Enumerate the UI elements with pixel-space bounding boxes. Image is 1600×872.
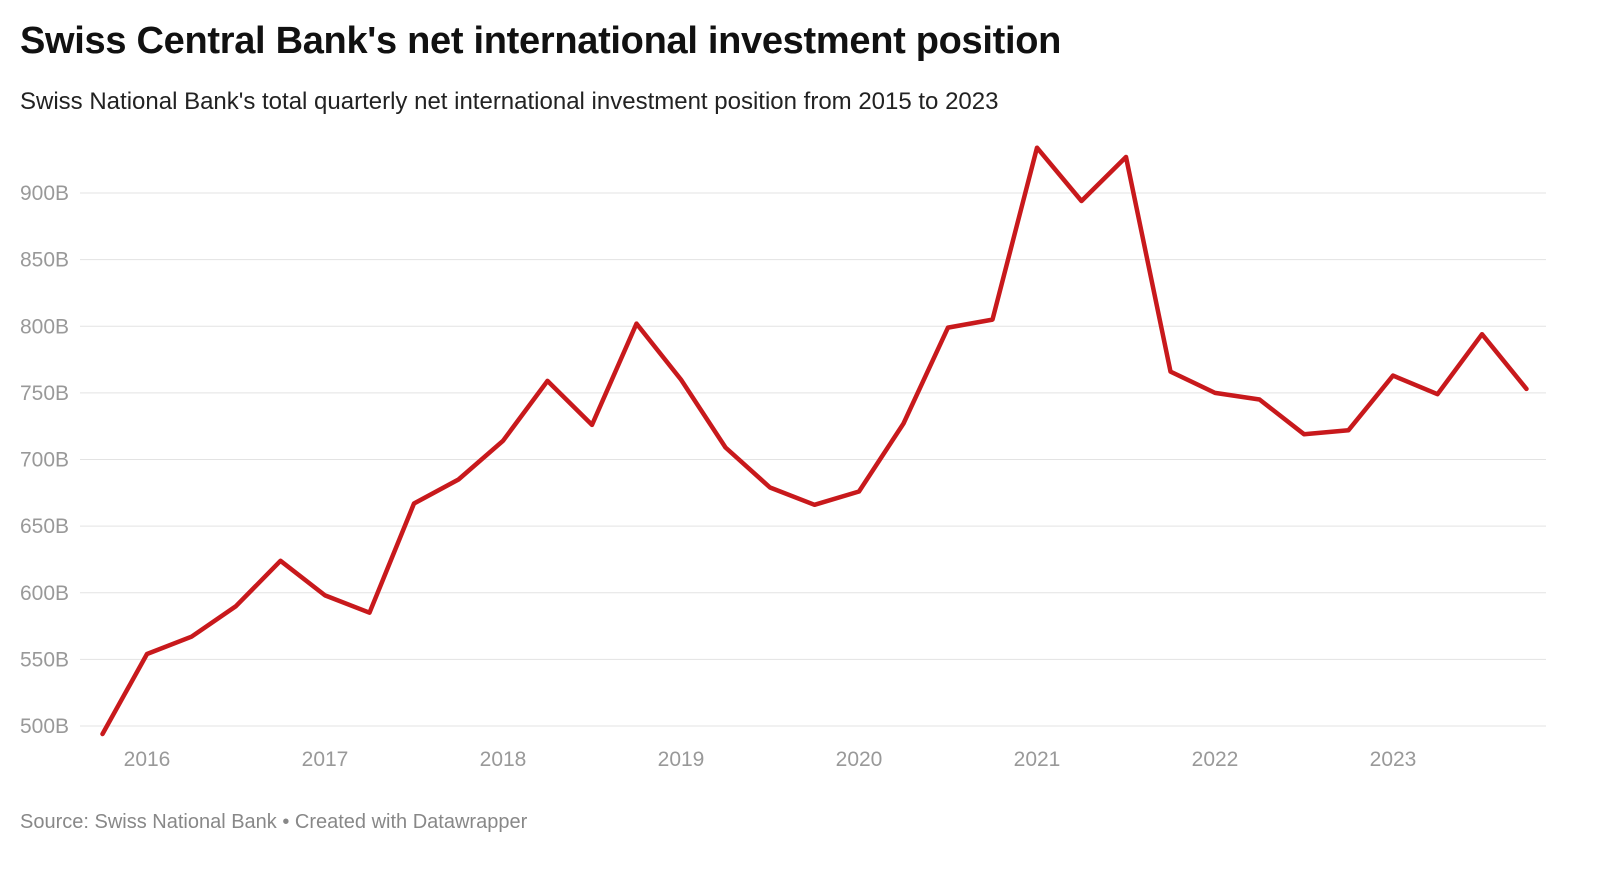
data-point: [1302, 432, 1306, 436]
data-point: [1391, 374, 1395, 378]
data-point: [190, 635, 194, 639]
data-point: [234, 604, 238, 608]
data-point: [101, 732, 105, 736]
y-tick-label: 700B: [20, 449, 69, 472]
data-point: [679, 378, 683, 382]
y-tick-label: 650B: [20, 515, 69, 538]
y-tick-label: 600B: [20, 582, 69, 605]
y-axis: 500B 550B 600B 650B 700B 750B 800B 850B 900B: [20, 182, 69, 738]
x-tick-label: 2018: [480, 748, 527, 771]
y-tick-label: 800B: [20, 315, 69, 338]
y-tick-label: 850B: [20, 249, 69, 272]
data-point: [1080, 199, 1084, 203]
gridlines: [80, 192, 1546, 727]
data-point: [635, 322, 639, 326]
data-point: [279, 559, 283, 563]
x-tick-label: 2019: [658, 748, 705, 771]
data-point: [501, 439, 505, 443]
data-point: [412, 501, 416, 505]
x-tick-label: 2023: [1370, 748, 1417, 771]
y-tick-label: 550B: [20, 648, 69, 671]
data-point: [1213, 391, 1217, 395]
data-point: [857, 489, 861, 493]
data-point: [1258, 398, 1262, 402]
data-point: [1124, 155, 1128, 159]
series-line: [100, 145, 1529, 737]
data-point: [1525, 387, 1529, 391]
data-point: [1480, 332, 1484, 336]
x-tick-label: 2017: [302, 748, 349, 771]
data-point: [1169, 370, 1173, 374]
data-point: [145, 652, 149, 656]
data-point: [590, 423, 594, 427]
data-point: [768, 485, 772, 489]
data-point: [1035, 146, 1039, 150]
data-point: [1436, 392, 1440, 396]
x-tick-label: 2021: [1014, 748, 1061, 771]
data-point: [902, 422, 906, 426]
x-tick-label: 2020: [836, 748, 883, 771]
data-point: [813, 503, 817, 507]
y-tick-label: 500B: [20, 715, 69, 738]
y-tick-label: 750B: [20, 382, 69, 405]
data-point: [457, 477, 461, 481]
series: [100, 145, 1529, 737]
data-point: [1347, 428, 1351, 432]
y-tick-label: 900B: [20, 182, 69, 205]
data-point: [546, 379, 550, 383]
x-axis: 2016 2017 2018 2019 2020 2021 2022 2023: [124, 748, 1417, 771]
data-point: [368, 611, 372, 615]
x-tick-label: 2022: [1192, 748, 1239, 771]
source-note: Source: Swiss National Bank • Created wi…: [20, 811, 528, 833]
data-point: [724, 446, 728, 450]
data-point: [946, 326, 950, 330]
chart-title: Swiss Central Bank's net international i…: [20, 20, 1062, 62]
data-point: [991, 318, 995, 322]
chart-subtitle: Swiss National Bank's total quarterly ne…: [20, 88, 999, 115]
data-point: [323, 593, 327, 597]
x-tick-label: 2016: [124, 748, 171, 771]
